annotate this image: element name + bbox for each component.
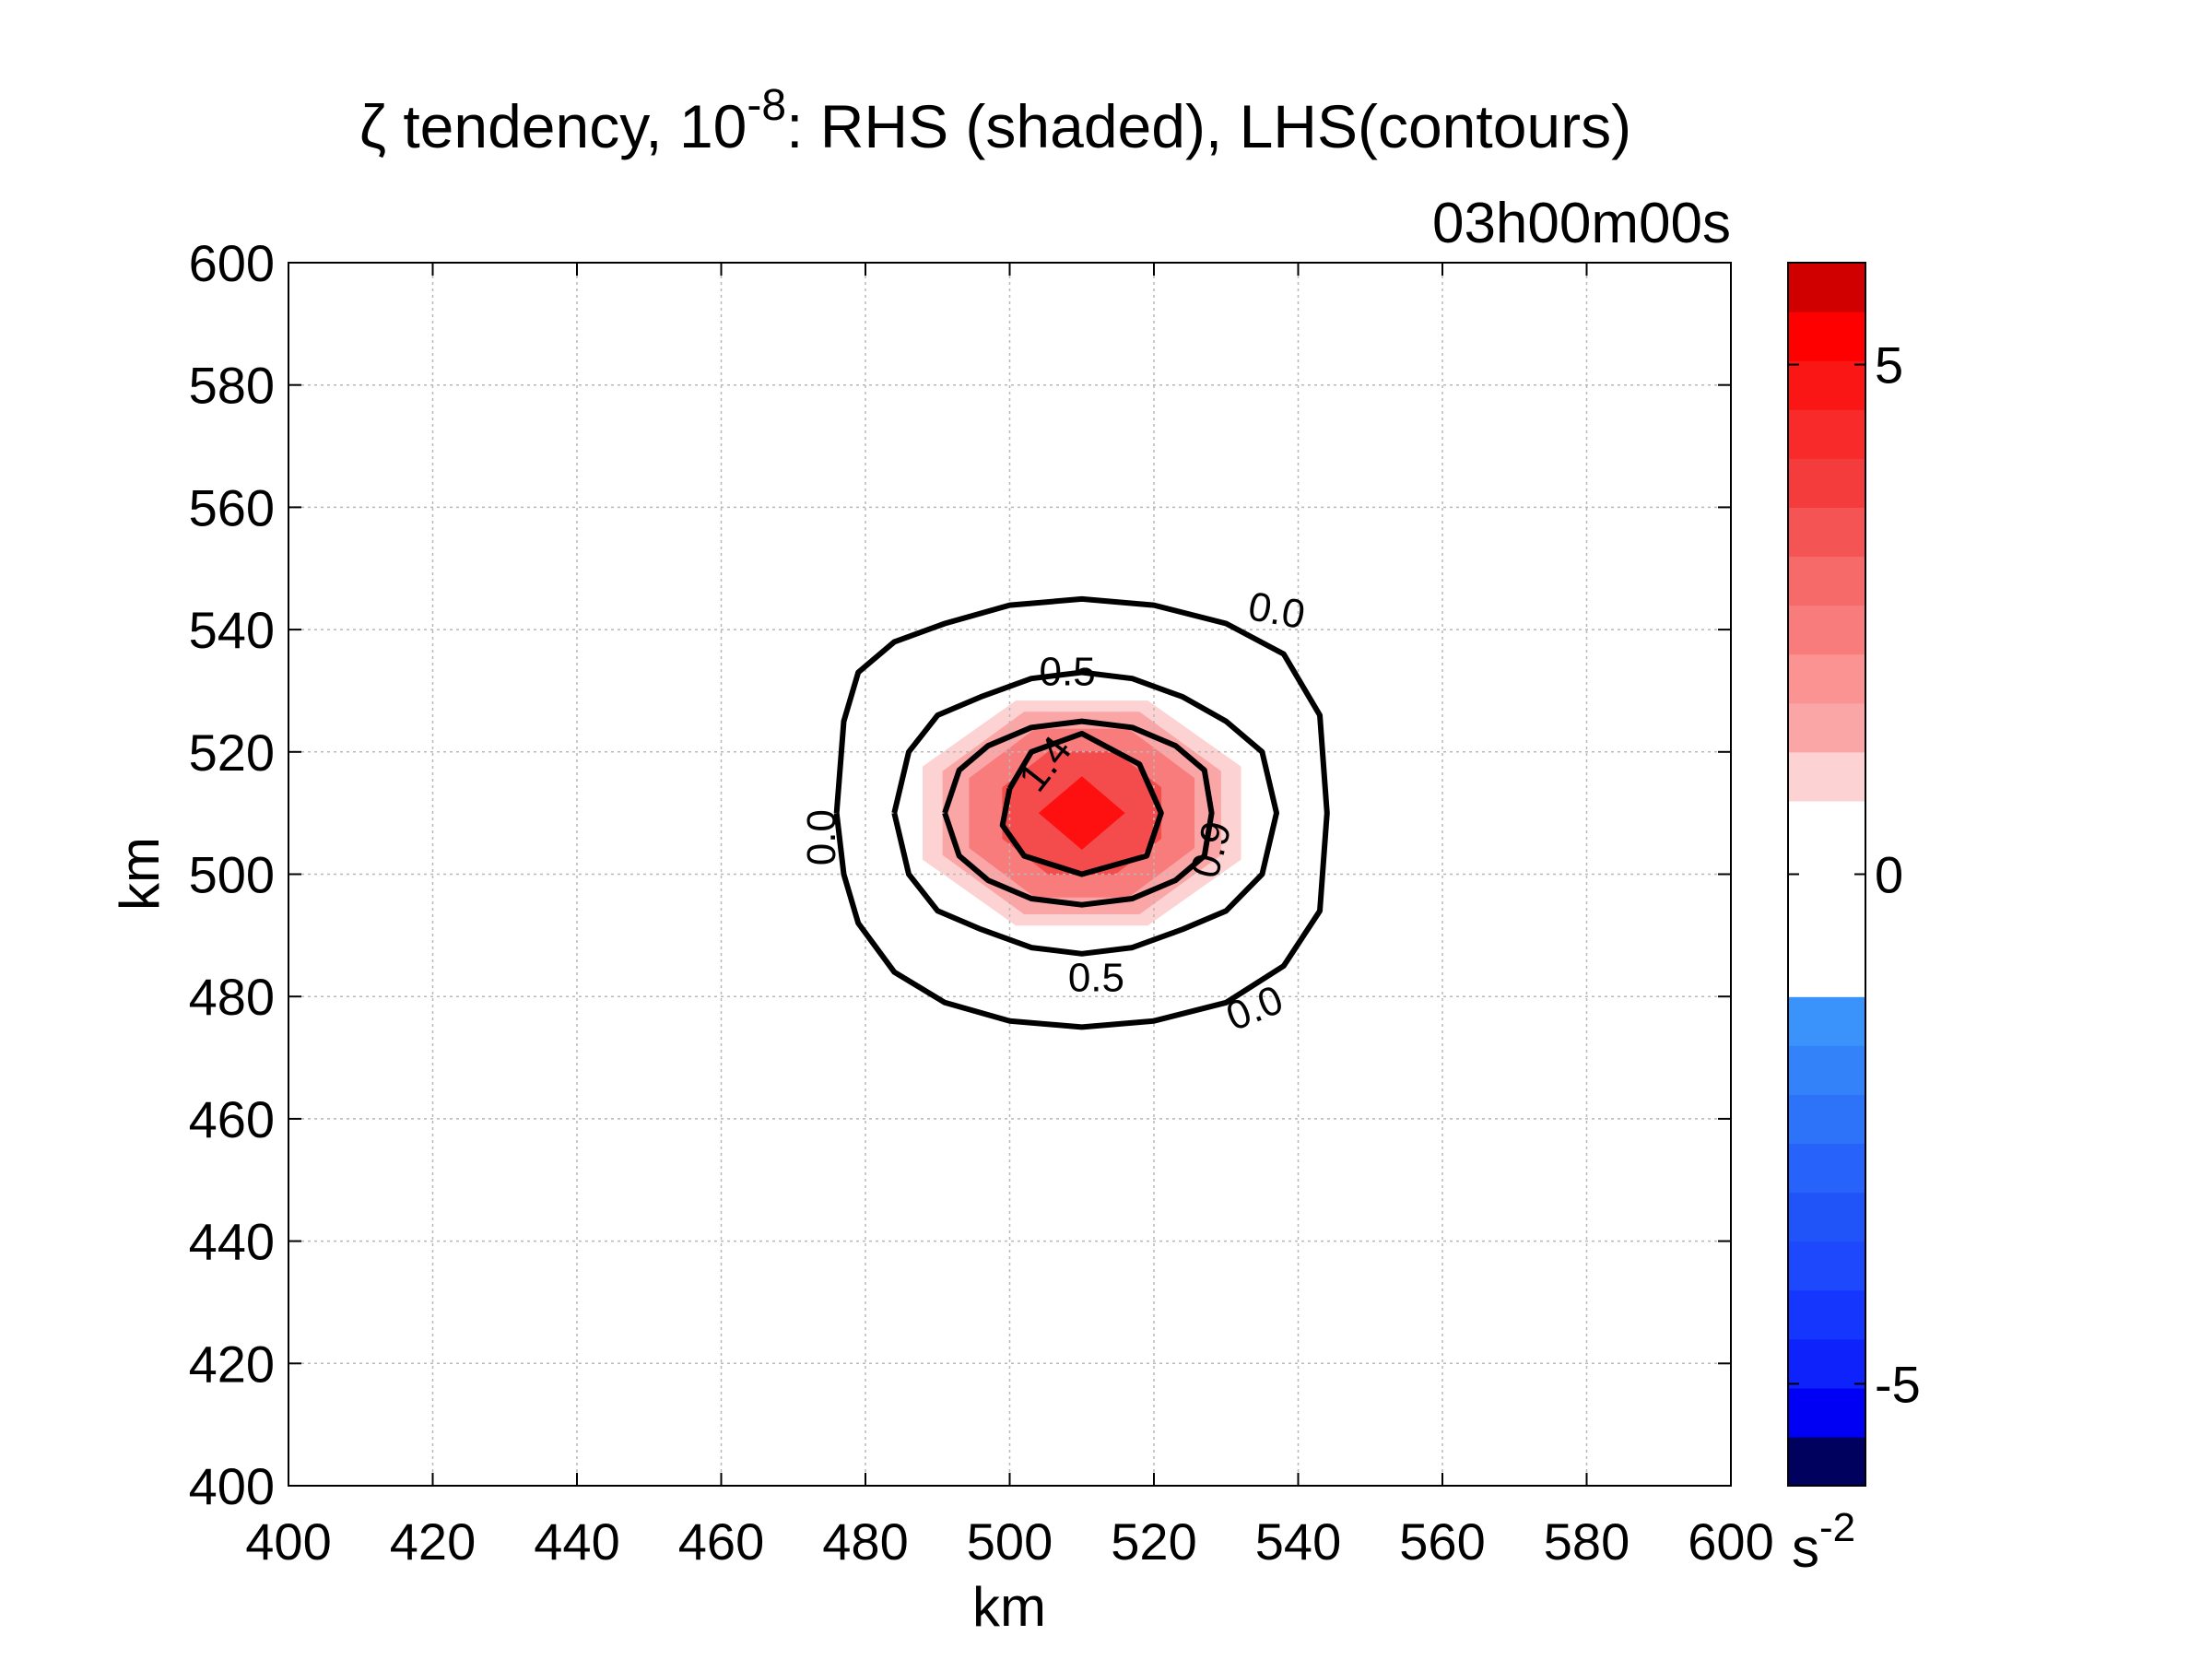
contour-lines [833,595,1330,1030]
colorbar-tick-label: -5 [1875,1355,1921,1413]
x-tick-label: 580 [1544,1512,1630,1571]
shaded-level-5 [1038,776,1125,850]
colorbar-unit: s-2 [1792,1505,1855,1579]
y-tick-label: 460 [189,1090,275,1148]
x-tick-label: 420 [390,1512,476,1571]
colorbar-segment [1788,312,1865,361]
y-tick-label: 400 [189,1457,275,1515]
colorbar-segment [1788,800,1865,851]
colorbar-segment [1788,849,1865,900]
y-tick-label: 440 [189,1213,275,1271]
colorbar-segment [1788,556,1865,606]
colorbar-segment [1788,263,1865,312]
contour-line-0.0 [833,595,1330,1030]
colorbar-segment [1788,1436,1865,1487]
x-tick-label: 400 [245,1512,331,1571]
contour-label-text: 0.0 [1245,583,1309,638]
colorbar-ticks: 5 0 -5 [1788,336,1921,1413]
colorbar-segment [1788,899,1865,948]
colorbar-segment [1788,996,1865,1046]
contour-line-0.9 [942,718,1215,908]
chart-title-main: ζ tendency, 10 [359,92,747,160]
contour-label: 0.5 [1068,955,1124,1000]
colorbar-tick-label: 0 [1875,846,1903,904]
y-axis-ticks: 400 420 440 460 480 500 520 540 560 580 600 [189,234,1731,1515]
colorbar-unit-base: s [1792,1517,1819,1579]
y-tick-label: 500 [189,846,275,904]
y-tick-label: 420 [189,1335,275,1393]
colorbar-segment [1788,507,1865,558]
contour-label-text: 0.5 [1040,650,1096,695]
y-tick-label: 480 [189,968,275,1026]
chart-title-exponent: -8 [747,81,786,130]
x-tick-label: 540 [1255,1512,1341,1571]
colorbar-segment [1788,1338,1865,1389]
y-tick-label: 600 [189,234,275,292]
x-tick-label: 460 [678,1512,764,1571]
x-tick-label: 560 [1399,1512,1485,1571]
colorbar-segment [1788,1387,1865,1438]
colorbar [1787,262,1866,1487]
colorbar-segment [1788,947,1865,997]
contour-label-text: 0.0 [799,809,844,865]
colorbar-unit-exponent: -2 [1819,1505,1855,1550]
x-tick-label: 440 [534,1512,619,1571]
x-tick-label: 520 [1111,1512,1196,1571]
colorbar-segment [1788,605,1865,655]
y-tick-label: 580 [189,357,275,415]
contour-line-1.4 [999,730,1164,877]
contour-label: 0.0 [1245,583,1309,638]
contour-label: 0.0 [1220,977,1289,1040]
contour-label: 0.5 [1040,650,1096,695]
grid-lines [288,262,1732,1487]
x-tick-label: 500 [967,1512,1053,1571]
x-axis-ticks: 400 420 440 460 480 500 520 540 560 580 600 [245,263,1774,1571]
contour-line-0.5 [891,669,1279,957]
y-tick-label: 540 [189,601,275,659]
y-tick-label: 520 [189,724,275,782]
x-tick-label: 600 [1688,1512,1773,1571]
colorbar-segment [1788,1094,1865,1145]
chart-subtitle: 03h00m00s [1432,192,1731,255]
x-tick-label: 480 [822,1512,908,1571]
colorbar-segment [1788,1241,1865,1291]
colorbar-segment [1788,458,1865,508]
colorbar-segment [1788,1192,1865,1242]
colorbar-segment [1788,409,1865,459]
chart-title-rest: : RHS (shaded), LHS(contours) [786,92,1631,160]
colorbar-segment [1788,360,1865,410]
colorbar-segment [1788,1289,1865,1340]
colorbar-segment [1788,702,1865,753]
x-axis-label: km [972,1576,1046,1638]
y-axis-label: km [109,837,171,911]
colorbar-segment [1788,1143,1865,1194]
chart-title: ζ tendency, 10-8: RHS (shaded), LHS(cont… [359,81,1631,160]
colorbar-segment [1788,751,1865,802]
contour-label-text: 0.5 [1068,955,1124,1000]
contour-labels: 0.00.51.40.90.00.5 0.0 [799,583,1309,1040]
y-tick-label: 560 [189,478,275,536]
contour-label: 0.0 [799,809,844,865]
colorbar-segment [1788,1045,1865,1095]
colorbar-tick-label: 5 [1875,336,1903,394]
colorbar-segment [1788,653,1865,704]
